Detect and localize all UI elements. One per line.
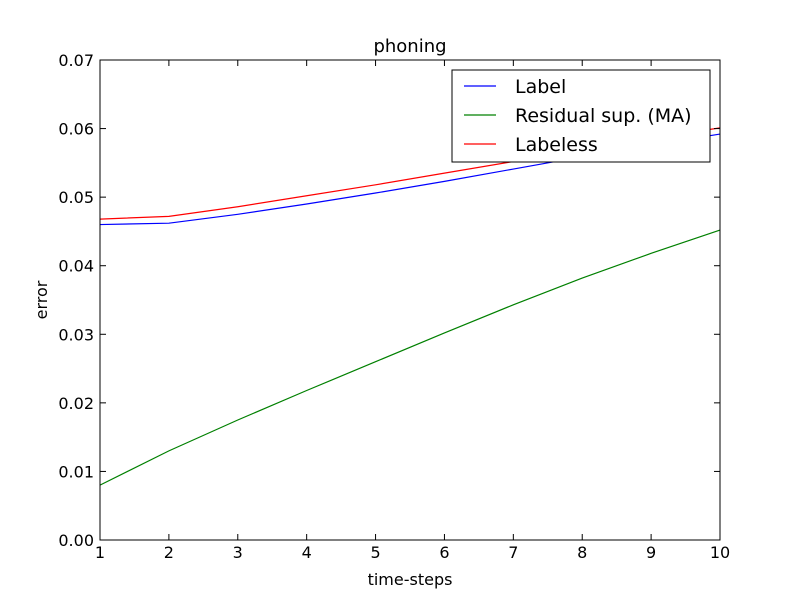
y-tick-label: 0.00 <box>58 531 94 550</box>
axes-layer: 1 2 3 4 5 6 7 8 9 10 0.00 0.01 0.02 0.03 0.04 0.05 0.06 0… <box>58 51 730 562</box>
x-tick-label: 3 <box>233 543 243 562</box>
x-tick-label: 9 <box>646 543 656 562</box>
y-tick-label: 0.03 <box>58 325 94 344</box>
y-tick-label: 0.07 <box>58 51 94 70</box>
y-tick-label: 0.06 <box>58 120 94 139</box>
x-tick-label: 1 <box>95 543 105 562</box>
x-tick-label: 4 <box>302 543 312 562</box>
y-tick-label: 0.01 <box>58 462 94 481</box>
y-tick-label: 0.04 <box>58 257 94 276</box>
x-tick-label: 2 <box>164 543 174 562</box>
series-line-1 <box>99 229 721 486</box>
x-tick-label: 8 <box>577 543 587 562</box>
x-tick-label: 5 <box>370 543 380 562</box>
y-axis-label: error <box>32 280 51 319</box>
chart-title: phoning <box>373 36 446 57</box>
y-tick-label: 0.02 <box>58 394 94 413</box>
x-tick-label: 6 <box>439 543 449 562</box>
legend-label-0: Label <box>515 76 566 98</box>
legend: Label Residual sup. (MA) Labeless <box>451 69 711 163</box>
x-tick-label: 10 <box>710 543 730 562</box>
x-axis-label: time-steps <box>368 570 453 589</box>
plot-frame <box>99 59 721 541</box>
x-tick-label: 7 <box>508 543 518 562</box>
legend-box <box>451 69 711 163</box>
legend-label-1: Residual sup. (MA) <box>515 105 692 127</box>
legend-label-2: Labeless <box>515 134 598 156</box>
y-tick-label: 0.05 <box>58 188 94 207</box>
